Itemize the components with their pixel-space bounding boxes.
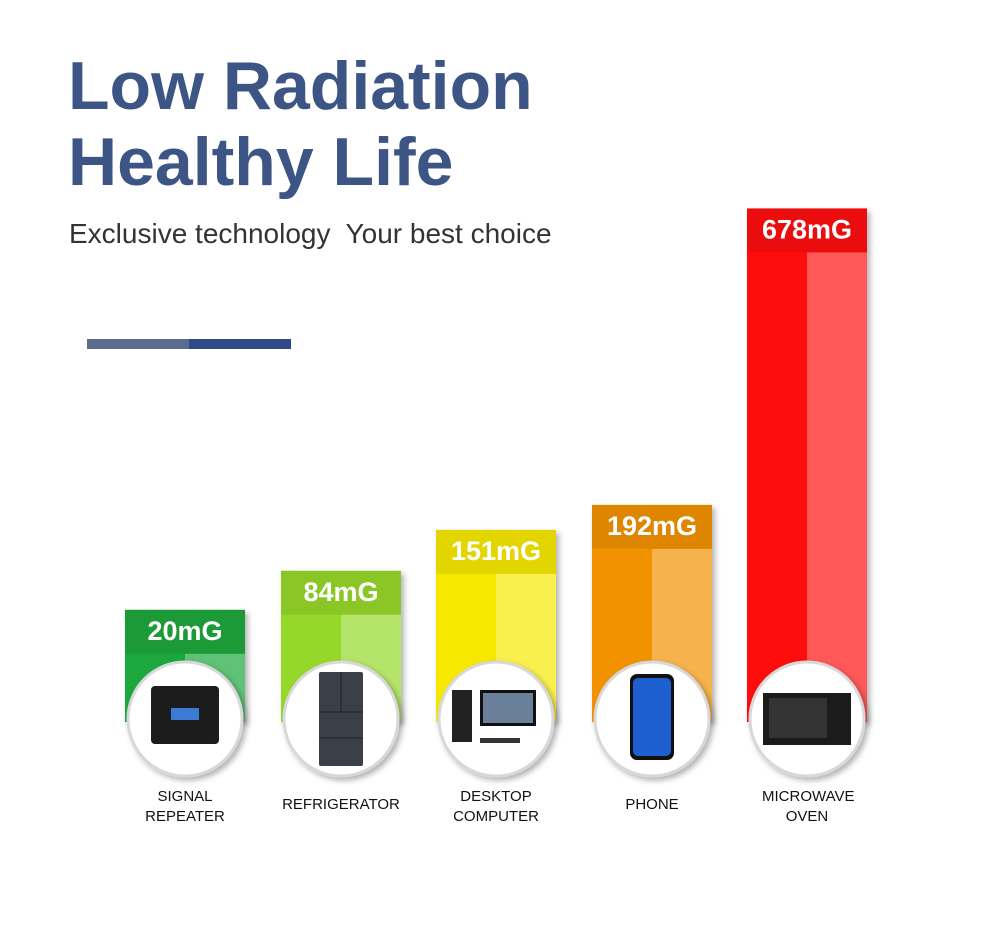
category-label: MICROWAVE OVEN [762,788,855,825]
bar-header [747,208,867,253]
value-label: 192mG [607,511,697,541]
icon [480,738,520,743]
value-label: 151mG [451,536,541,566]
bar-header [592,504,712,549]
bar-header [125,609,245,654]
bar-header [281,570,401,615]
category-label: SIGNAL REPEATER [145,788,225,825]
icon [452,690,472,742]
decor-line [87,339,189,349]
title: Low Radiation Healthy Life [68,48,533,200]
decor-line [189,339,291,349]
value-label: 678mG [762,215,852,245]
category-label: REFRIGERATOR [282,796,400,813]
icon [769,698,827,738]
value-label: 20mG [147,616,222,646]
category-label: PHONE [625,796,679,813]
value-label: 84mG [303,577,378,607]
icon [319,672,363,766]
bar-header [436,529,556,574]
icon [483,693,533,723]
icon [171,708,199,720]
category-label: DESKTOP COMPUTER [453,788,539,825]
icon [633,678,671,756]
bar-highlight [807,252,867,723]
subtitle: Exclusive technology Your best choice [69,218,552,249]
bar-group [747,208,867,723]
